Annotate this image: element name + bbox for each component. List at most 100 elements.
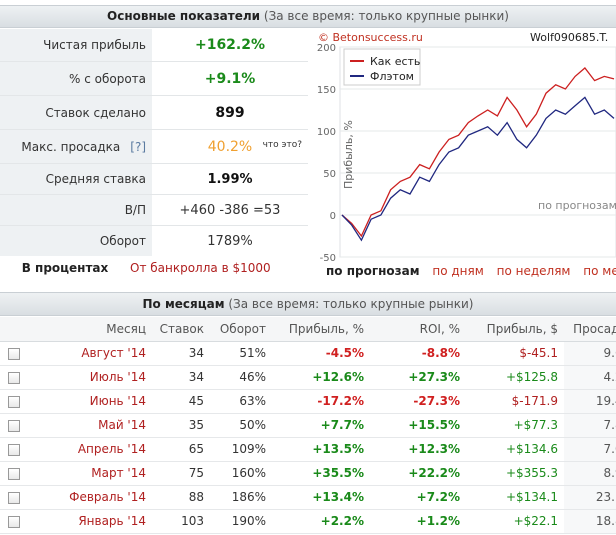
col-drawdown[interactable]: Просадка <box>564 317 616 342</box>
profit-pct-cell: -17.2% <box>272 389 370 414</box>
row-checkbox[interactable] <box>8 491 20 504</box>
col-profit-pct[interactable]: Прибыль, % <box>272 317 370 342</box>
col-profit-usd[interactable]: Прибыль, $ <box>466 317 564 342</box>
profit-usd-cell: +$134.6 <box>466 437 564 462</box>
row-checkbox[interactable] <box>8 347 20 360</box>
table-row: Февраль '14 88 186% +13.4% +7.2% +$134.1… <box>0 485 616 510</box>
what-is-this-link[interactable]: что это? <box>262 140 302 150</box>
checkbox-cell <box>0 485 28 510</box>
drawdown-cell: 19.4% <box>564 389 616 414</box>
row-checkbox[interactable] <box>8 395 20 408</box>
checkbox-cell <box>0 365 28 390</box>
tab-by-forecasts[interactable]: по прогнозам <box>326 264 420 278</box>
profit-usd-cell: +$134.1 <box>466 485 564 510</box>
roi-cell: +27.3% <box>370 365 466 390</box>
bets-cell: 34 <box>152 341 210 366</box>
row-checkbox[interactable] <box>8 419 20 432</box>
col-bets[interactable]: Ставок <box>152 317 210 342</box>
roi-cell: +22.2% <box>370 461 466 486</box>
month-cell[interactable]: Март '14 <box>28 461 152 486</box>
month-cell[interactable]: Июль '14 <box>28 365 152 390</box>
header-checkbox-cell <box>0 317 28 342</box>
series-as-is-line <box>341 67 615 238</box>
stat-value: 40.2% что это? <box>152 130 308 163</box>
stat-row-bets: Ставок сделано 899 <box>0 96 308 130</box>
profit-chart-svg: 200 150 100 50 0 -50 © Betonsuccess.ru Wolf09… <box>317 31 616 264</box>
col-roi[interactable]: ROI, % <box>370 317 466 342</box>
col-month[interactable]: Месяц <box>28 317 152 342</box>
site-credit: © Betonsuccess.ru <box>318 31 423 44</box>
profit-pct-cell: +35.5% <box>272 461 370 486</box>
month-cell[interactable]: Январь '14 <box>28 509 152 534</box>
series-flat-line <box>341 96 615 242</box>
stat-row-turnover: Оборот 1789% <box>0 226 308 256</box>
tab-by-weeks[interactable]: по неделям <box>496 264 571 278</box>
months-table: Месяц Ставок Оборот Прибыль, % ROI, % Пр… <box>0 317 616 534</box>
months-subtitle: (За все время: только крупные рынки) <box>228 297 474 311</box>
row-checkbox[interactable] <box>8 371 20 384</box>
month-cell[interactable]: Май '14 <box>28 413 152 438</box>
y-tick-label: 200 <box>317 43 336 54</box>
main-stats-title: Основные показатели <box>107 9 261 23</box>
y-ticks: 200 150 100 50 0 -50 <box>317 43 336 264</box>
stat-value: +162.2% <box>194 37 266 53</box>
legend-as-is: Как есть <box>370 55 420 68</box>
stat-row-wl: В/П +460 -386 =53 <box>0 195 308 226</box>
roi-cell: +12.3% <box>370 437 466 462</box>
turnover-cell: 109% <box>210 437 272 462</box>
help-link[interactable]: [?] <box>130 139 146 154</box>
percent-label: В процентах <box>21 261 109 275</box>
table-row: Август '14 34 51% -4.5% -8.8% $-45.1 9.6… <box>0 341 616 366</box>
profit-usd-cell: +$22.1 <box>466 509 564 534</box>
drawdown-cell: 7.0% <box>564 437 616 462</box>
turnover-cell: 46% <box>210 365 272 390</box>
stat-label: Оборот <box>0 226 152 256</box>
stats-panel: Чистая прибыль +162.2% % с оборота +9.1%… <box>0 29 308 256</box>
profit-pct-cell: +12.6% <box>272 365 370 390</box>
month-cell[interactable]: Август '14 <box>28 341 152 366</box>
turnover-cell: 63% <box>210 389 272 414</box>
drawdown-cell: 23.1% <box>564 485 616 510</box>
y-tick-label: 100 <box>317 127 336 138</box>
months-title: По месяцам <box>142 297 225 311</box>
bets-cell: 65 <box>152 437 210 462</box>
percent-row: В процентах От банкролла в $1000 <box>0 256 308 280</box>
bets-cell: 75 <box>152 461 210 486</box>
stat-row-net-profit: Чистая прибыль +162.2% <box>0 29 308 62</box>
bets-cell: 45 <box>152 389 210 414</box>
checkbox-cell <box>0 437 28 462</box>
month-cell[interactable]: Апрель '14 <box>28 437 152 462</box>
tab-by-months[interactable]: по месяцам <box>583 264 616 278</box>
drawdown-cell: 18.8% <box>564 509 616 534</box>
stat-label: В/П <box>0 195 152 225</box>
turnover-cell: 51% <box>210 341 272 366</box>
y-tick-label: 0 <box>330 211 336 222</box>
row-checkbox[interactable] <box>8 443 20 456</box>
bets-cell: 103 <box>152 509 210 534</box>
row-checkbox[interactable] <box>8 515 20 528</box>
checkbox-cell <box>0 341 28 366</box>
checkbox-cell <box>0 413 28 438</box>
stat-label: Чистая прибыль <box>0 29 152 61</box>
month-cell[interactable]: Июнь '14 <box>28 389 152 414</box>
stat-value: +9.1% <box>204 70 256 87</box>
stat-value: 899 <box>215 104 245 121</box>
table-row: Июнь '14 45 63% -17.2% -27.3% $-171.9 19… <box>0 389 616 414</box>
row-checkbox[interactable] <box>8 467 20 480</box>
col-turnover[interactable]: Оборот <box>210 317 272 342</box>
stat-value: +460 -386 =53 <box>179 202 281 218</box>
table-row: Апрель '14 65 109% +13.5% +12.3% +$134.6… <box>0 437 616 462</box>
month-cell[interactable]: Февраль '14 <box>28 485 152 510</box>
roi-cell: -27.3% <box>370 389 466 414</box>
stat-label: Макс. просадка [?] <box>0 130 152 163</box>
stat-label: Средняя ставка <box>0 164 152 194</box>
turnover-cell: 190% <box>210 509 272 534</box>
legend-box <box>343 48 421 86</box>
bankroll-link[interactable]: От банкролла в $1000 <box>130 261 271 275</box>
tab-by-days[interactable]: по дням <box>432 264 484 278</box>
drawdown-value: 40.2% <box>207 138 253 155</box>
table-row: Июль '14 34 46% +12.6% +27.3% +$125.8 4.… <box>0 365 616 390</box>
bets-cell: 35 <box>152 413 210 438</box>
drawdown-cell: 9.6% <box>564 341 616 366</box>
turnover-cell: 50% <box>210 413 272 438</box>
